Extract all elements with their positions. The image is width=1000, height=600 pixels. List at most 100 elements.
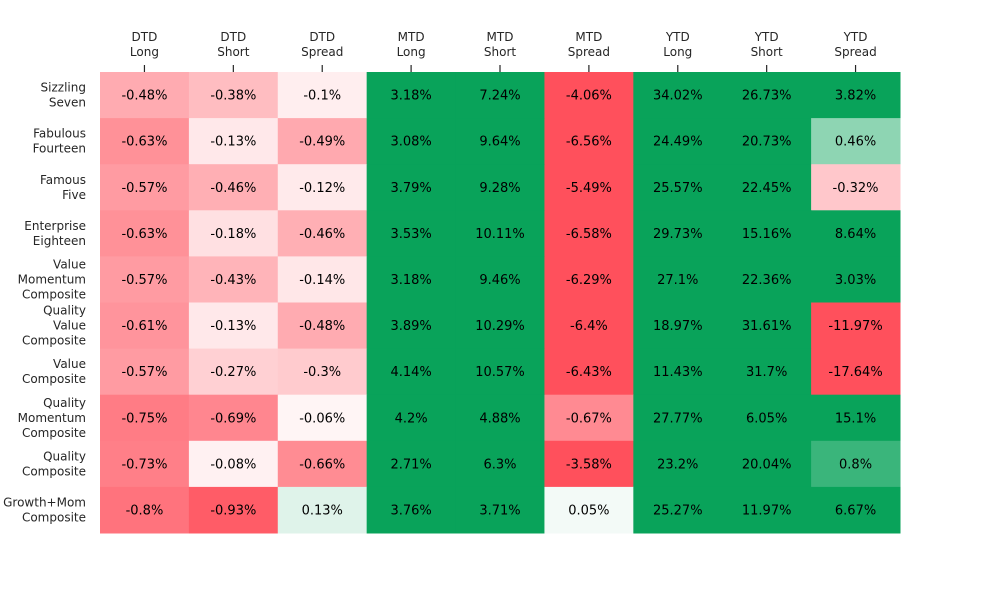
- heatmap-cell: [811, 302, 901, 350]
- heatmap-cell: [188, 256, 279, 303]
- heatmap-cell: [544, 302, 634, 350]
- cell-value-label: -0.57%: [121, 273, 167, 288]
- row-label: Value Momentum Composite: [18, 257, 86, 301]
- heatmap-cell: [100, 72, 190, 119]
- cell-value-label: 11.97%: [742, 503, 792, 518]
- cell-value-label: 20.73%: [742, 135, 792, 150]
- cell-value-label: 3.79%: [390, 181, 431, 196]
- heatmap-cells: -0.48% -0.38% -0.1% 3.18% 7.24% -4.06% 34.02% 2…: [100, 72, 901, 534]
- heatmap-cell: [366, 486, 457, 534]
- cell-value-label: 6.05%: [746, 411, 787, 426]
- heatmap-cell: [188, 486, 279, 534]
- heatmap-cell: [811, 348, 901, 396]
- heatmap-cell: [100, 164, 190, 211]
- cell-value-label: -0.13%: [210, 135, 256, 150]
- cell-value-label: -0.93%: [210, 503, 256, 518]
- heatmap-cell: [100, 256, 190, 303]
- heatmap-cell: [544, 486, 634, 534]
- heatmap-cell: [277, 210, 368, 257]
- cell-value-label: 3.71%: [479, 503, 520, 518]
- cell-value-label: 9.28%: [479, 181, 520, 196]
- cell-value-label: 2.71%: [390, 457, 431, 472]
- heatmap-cell: [366, 348, 457, 396]
- heatmap-cell: [100, 210, 190, 257]
- cell-value-label: 22.36%: [742, 273, 792, 288]
- heatmap-cell: [633, 164, 723, 211]
- cell-value-label: 7.24%: [479, 89, 520, 104]
- cell-value-label: -0.32%: [833, 181, 879, 196]
- heatmap-cell: [544, 164, 634, 211]
- heatmap-cell: [455, 486, 545, 534]
- cell-value-label: 0.8%: [839, 457, 872, 472]
- heatmap-cell: [366, 256, 457, 303]
- heatmap-cell: [722, 394, 812, 442]
- heatmap-cell: [722, 440, 812, 488]
- cell-value-label: 22.45%: [742, 181, 792, 196]
- heatmap-cell: [188, 72, 279, 119]
- cell-value-label: -0.27%: [210, 365, 256, 380]
- cell-value-label: -0.18%: [210, 227, 256, 242]
- heatmap-cell: [188, 302, 279, 350]
- heatmap-cell: [544, 394, 634, 442]
- cell-value-label: -0.46%: [210, 181, 256, 196]
- heatmap-cell: [722, 72, 812, 119]
- cell-value-label: 3.18%: [390, 89, 431, 104]
- row-labels: Sizzling Seven Fabulous Fourteen Famous Five E…: [3, 81, 86, 525]
- heatmap-cell: [544, 256, 634, 303]
- cell-value-label: -0.46%: [299, 227, 345, 242]
- cell-value-label: 31.7%: [746, 365, 787, 380]
- heatmap-cell: [544, 210, 634, 257]
- heatmap-cell: [277, 486, 368, 534]
- column-label: YTD Spread: [834, 30, 876, 59]
- heatmap-cell: [100, 348, 190, 396]
- heatmap-cell: [188, 348, 279, 396]
- heatmap-cell: [100, 486, 190, 534]
- heatmap-cell: [544, 440, 634, 488]
- cell-value-label: 31.61%: [742, 319, 792, 334]
- heatmap-cell: [811, 210, 901, 257]
- heatmap-cell: [544, 348, 634, 396]
- cell-value-label: -0.08%: [210, 457, 256, 472]
- heatmap-cell: [455, 72, 545, 119]
- row-label: Sizzling Seven: [41, 81, 86, 110]
- row-label: Quality Value Composite: [22, 304, 86, 348]
- cell-value-label: 18.97%: [653, 319, 703, 334]
- column-label: DTD Long: [130, 30, 159, 59]
- cell-value-label: -0.13%: [210, 319, 256, 334]
- cell-value-label: 10.57%: [475, 365, 525, 380]
- cell-value-label: -0.06%: [299, 411, 345, 426]
- heatmap-cell: [277, 164, 368, 211]
- cell-value-label: -0.1%: [303, 89, 341, 104]
- heatmap-cell: [811, 256, 901, 303]
- heatmap-cell: [633, 118, 723, 165]
- heatmap-cell: [722, 486, 812, 534]
- heatmap-cell: [455, 394, 545, 442]
- column-label: DTD Short: [217, 30, 249, 59]
- cell-value-label: 0.13%: [302, 503, 343, 518]
- row-label: Quality Momentum Composite: [18, 396, 86, 440]
- cell-value-label: -0.48%: [299, 319, 345, 334]
- cell-value-label: -6.4%: [570, 319, 608, 334]
- heatmap-cell: [277, 440, 368, 488]
- heatmap-cell: [455, 256, 545, 303]
- heatmap-cell: [722, 256, 812, 303]
- heatmap-cell: [722, 118, 812, 165]
- cell-value-label: 0.46%: [835, 135, 876, 150]
- cell-value-label: -0.57%: [121, 181, 167, 196]
- heatmap-cell: [366, 394, 457, 442]
- cell-value-label: -0.49%: [299, 135, 345, 150]
- cell-value-label: 25.27%: [653, 503, 703, 518]
- cell-value-label: 6.3%: [483, 457, 516, 472]
- cell-value-label: -6.56%: [566, 135, 612, 150]
- cell-value-label: -5.49%: [566, 181, 612, 196]
- heatmap-cell: [722, 164, 812, 211]
- heatmap-cell: [188, 118, 279, 165]
- column-label: YTD Short: [751, 30, 783, 59]
- heatmap-cell: [455, 348, 545, 396]
- cell-value-label: 29.73%: [653, 227, 703, 242]
- cell-value-label: 10.29%: [475, 319, 525, 334]
- cell-value-label: 3.03%: [835, 273, 876, 288]
- cell-value-label: 27.1%: [657, 273, 698, 288]
- cell-value-label: 11.43%: [653, 365, 703, 380]
- cell-value-label: 4.14%: [390, 365, 431, 380]
